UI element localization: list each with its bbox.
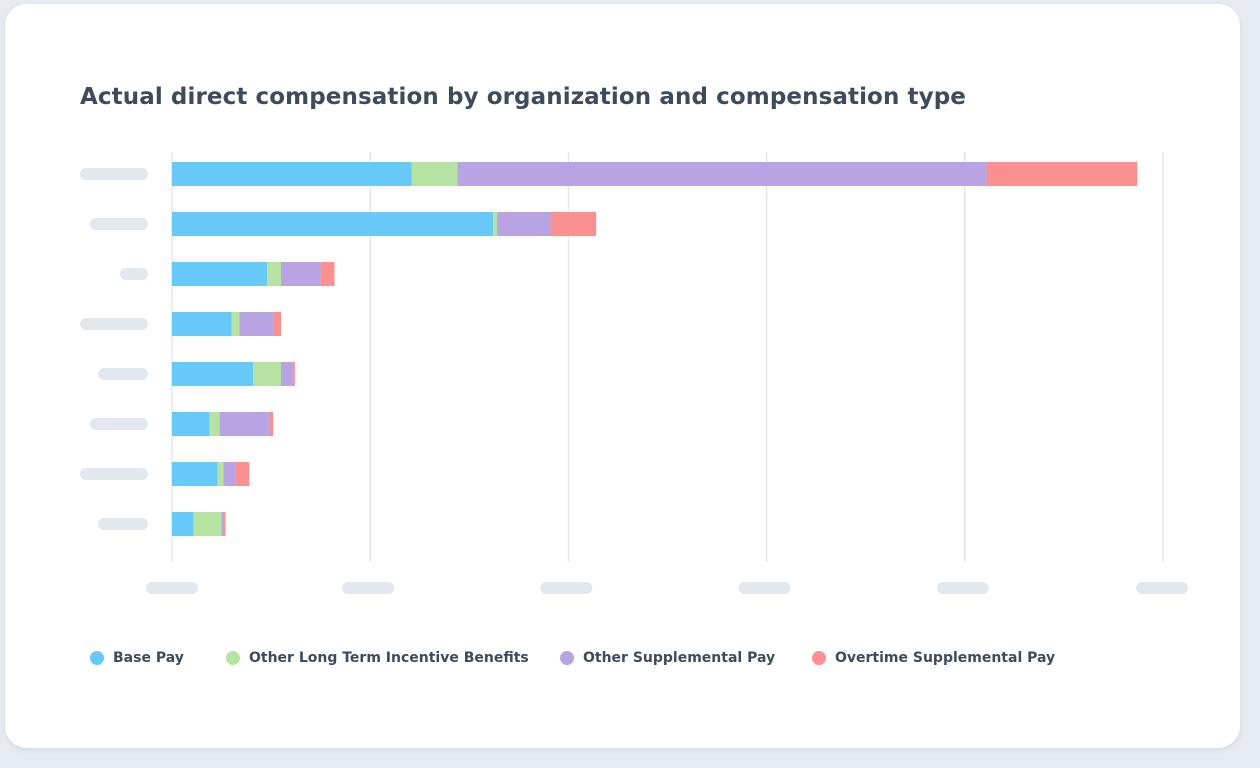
y-category-label (80, 168, 148, 180)
bar-segment (172, 362, 254, 386)
bar-segment (193, 512, 222, 536)
x-axis-tick-labels (146, 582, 1188, 594)
y-category-label (80, 318, 148, 330)
bar-segment (457, 162, 987, 186)
y-axis-labels (80, 168, 148, 530)
bar-segment (223, 462, 236, 486)
legend-swatch (226, 651, 240, 665)
legend-item: Other Supplemental Pay (560, 650, 775, 666)
bar-segment (223, 512, 226, 536)
bar-segment (411, 162, 458, 186)
bar-segment (267, 262, 282, 286)
y-category-label (90, 418, 148, 430)
bar-segment (269, 412, 274, 436)
bar-segment (550, 212, 597, 236)
legend-label: Other Long Term Incentive Benefits (249, 650, 529, 666)
bar-segment (172, 212, 494, 236)
bar-segment (281, 362, 293, 386)
bar-segment (253, 362, 282, 386)
x-tick-label (540, 582, 593, 594)
legend-label: Other Supplemental Pay (583, 650, 776, 666)
x-tick-label (342, 582, 395, 594)
bar-segment (239, 312, 274, 336)
bar-segment (209, 412, 220, 436)
chart-title: Actual direct compensation by organizati… (80, 84, 966, 110)
bar-segment (273, 312, 282, 336)
bar-segment (172, 312, 232, 336)
legend-label: Base Pay (113, 650, 184, 666)
y-category-label (80, 468, 148, 480)
bar-segment (281, 262, 321, 286)
bar-segment (292, 362, 295, 386)
x-tick-label (146, 582, 198, 594)
legend-swatch (560, 651, 574, 665)
legend-swatch (812, 651, 826, 665)
bar-segment (986, 162, 1138, 186)
bar-segment (172, 412, 210, 436)
bar-segment (221, 512, 224, 536)
bar-segment (219, 412, 270, 436)
bar-segment (497, 212, 551, 236)
bar-segment (320, 262, 335, 286)
legend-item: Other Long Term Incentive Benefits (226, 650, 529, 666)
bar-segment (231, 312, 240, 336)
y-category-label (120, 268, 148, 280)
bar-segment (235, 462, 250, 486)
x-tick-label (936, 582, 989, 594)
bar-segment (217, 462, 224, 486)
chart-legend: Base Pay Other Long Term Incentive Benefi… (90, 650, 1090, 672)
y-category-label (98, 518, 148, 530)
x-tick-label (1136, 582, 1188, 594)
legend-swatch (90, 651, 104, 665)
bar-segment (493, 212, 498, 236)
bar-segment (172, 512, 194, 536)
legend-item: Base Pay (90, 650, 184, 666)
legend-item: Overtime Supplemental Pay (812, 650, 1055, 666)
x-tick-label (738, 582, 791, 594)
bar-segment (172, 262, 268, 286)
y-category-label (90, 218, 148, 230)
legend-label: Overtime Supplemental Pay (835, 650, 1056, 666)
y-category-label (98, 368, 148, 380)
bar-segment (172, 162, 412, 186)
bar-segment (172, 462, 218, 486)
bar-segments (172, 162, 1138, 536)
